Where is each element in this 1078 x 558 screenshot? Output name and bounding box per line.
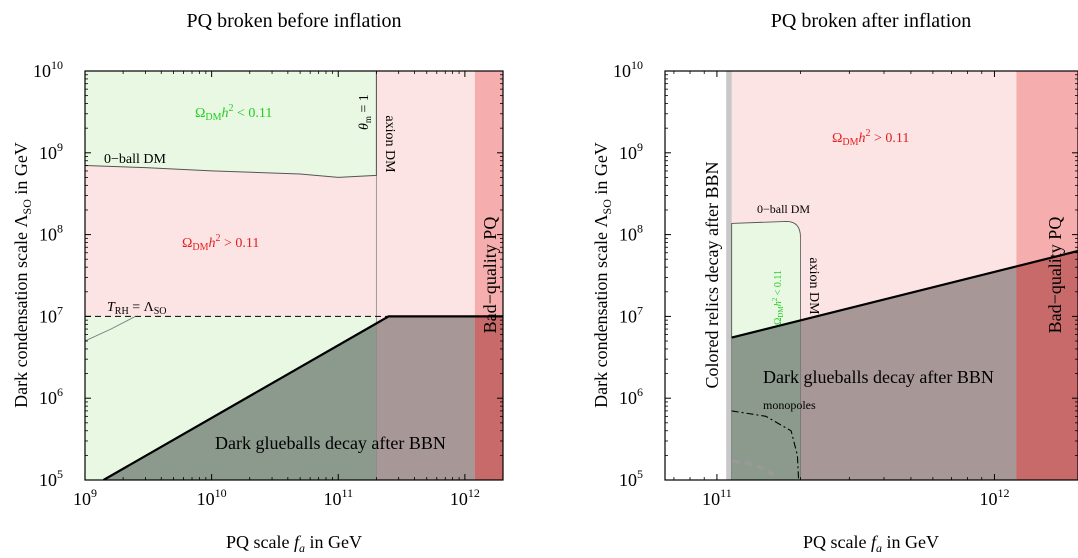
right-glueball-dm-overlap	[731, 320, 801, 480]
right-x-tick-label: 1011	[702, 486, 732, 509]
right-axion-label: axion DM	[806, 257, 821, 315]
right-y-tick-label: 1010	[613, 58, 643, 81]
right-y-tick-label: 105	[619, 467, 643, 490]
right-bad-quality-glueball-region	[1016, 251, 1078, 480]
left-panel: PQ broken before inflation 109 1010 1011 10…	[11, 10, 504, 555]
right-y-axis-label: Dark condensation scale ΛSO in GeV	[591, 142, 614, 408]
left-dm-over-label: ΩDMh2 > 0.11	[182, 233, 259, 253]
left-x-axis-label: PQ scale fa in GeV	[226, 532, 362, 555]
right-panel: PQ broken after inflation 1011 1012 105 106…	[591, 10, 1078, 555]
right-monopole-curve	[731, 410, 800, 480]
right-y-tick-label: 106	[619, 385, 643, 408]
left-x-tick-label: 1011	[323, 486, 353, 509]
left-y-axis-label: Dark condensation scale ΛSO in GeV	[11, 142, 34, 408]
left-bad-quality-label: Bad−quality PQ	[480, 217, 500, 334]
right-dashed-curve	[731, 459, 775, 477]
left-plot-frame	[84, 70, 504, 481]
left-panel-title: PQ broken before inflation	[187, 10, 402, 32]
right-dm-over-label: ΩDMh2 > 0.11	[832, 128, 909, 148]
left-axis-ticks: 109 1010 1011 1012 105 106 107 108 109 1010	[33, 58, 503, 509]
right-y-tick-label: 107	[619, 303, 643, 326]
left-y-tick-label: 1010	[33, 58, 63, 81]
right-monopoles-label: monopoles	[763, 398, 816, 412]
right-panel-title: PQ broken after inflation	[771, 10, 972, 32]
left-plot-regions	[85, 71, 503, 480]
left-y-tick-label: 106	[39, 385, 63, 408]
left-axion-label: axion DM	[382, 115, 397, 173]
right-plot-frame	[664, 70, 1078, 481]
right-oball-label: 0−ball DM	[757, 202, 810, 216]
left-y-tick-label: 109	[39, 140, 63, 163]
left-oball-label: 0−ball DM	[104, 152, 166, 167]
right-relics-label: Colored relics decay after BBN	[702, 162, 722, 389]
left-theta-label: θm = 1	[357, 94, 373, 130]
right-glueball-region	[731, 251, 1078, 480]
right-dm-under-label: ΩDMh2 < 0.11	[771, 270, 785, 325]
left-y-tick-label: 107	[39, 303, 63, 326]
left-dm-ok-upper-region	[85, 71, 377, 178]
left-glueball-boundary	[102, 315, 503, 480]
right-glueball-boundary	[731, 249, 1078, 339]
left-reheat-label: TRH = ΛSO	[107, 300, 167, 317]
right-y-tick-label: 108	[619, 222, 643, 245]
right-glueball-label: Dark glueballs decay after BBN	[763, 367, 994, 387]
left-dm-under-label: ΩDMh2 < 0.11	[195, 103, 272, 123]
left-y-tick-label: 105	[39, 467, 63, 490]
right-bad-quality-label: Bad−quality PQ	[1045, 217, 1065, 334]
left-glueball-label: Dark glueballs decay after BBN	[215, 433, 446, 453]
right-relics-band	[726, 71, 732, 480]
left-x-tick-label: 109	[73, 486, 97, 509]
right-y-tick-label: 109	[619, 140, 643, 163]
right-x-axis-label: PQ scale fa in GeV	[803, 532, 939, 555]
left-glueball-overclosed-region	[376, 316, 503, 480]
right-plot-regions	[726, 71, 1078, 480]
left-y-tick-label: 108	[39, 222, 63, 245]
left-reheat-curve	[85, 316, 136, 342]
left-x-tick-label: 1010	[197, 486, 227, 509]
right-x-tick-label: 1012	[979, 486, 1009, 509]
left-oball-boundary	[85, 71, 377, 178]
left-x-tick-label: 1012	[450, 486, 480, 509]
